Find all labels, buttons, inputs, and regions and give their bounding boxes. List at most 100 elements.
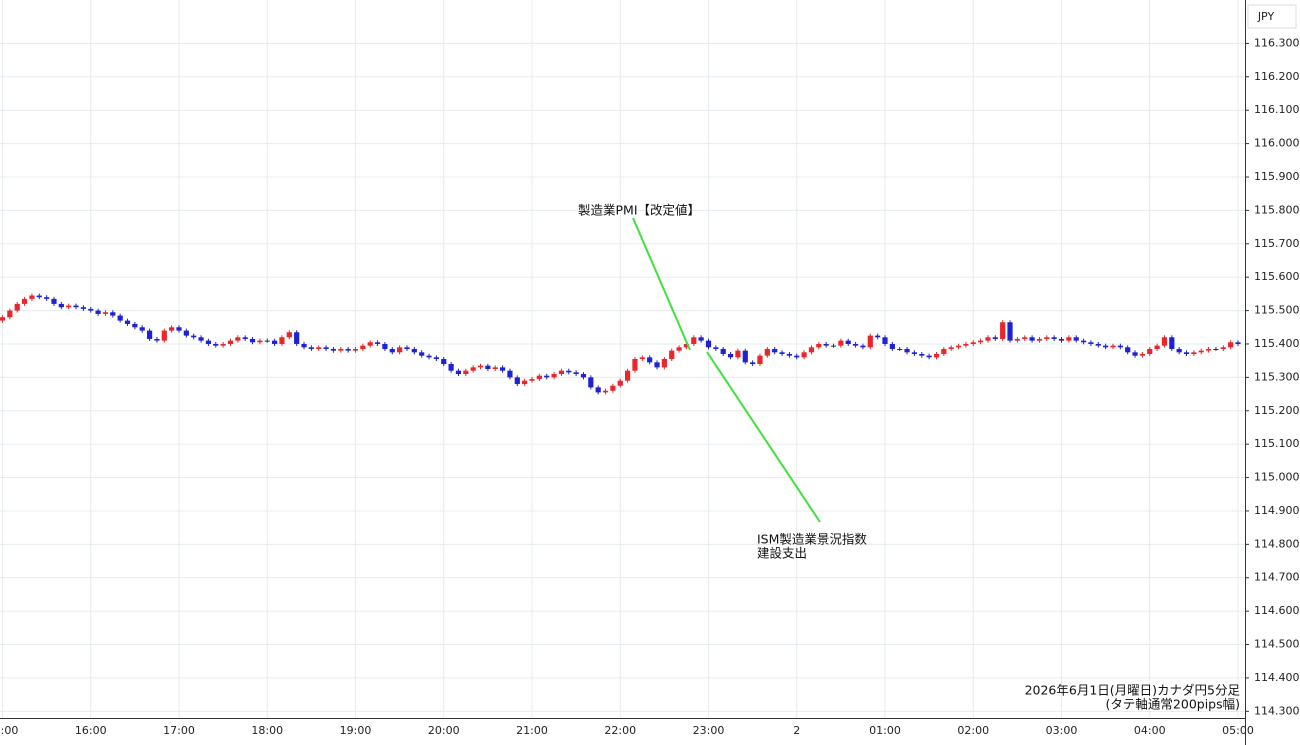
y-tick-label: 115.300 <box>1254 370 1300 383</box>
candle-body <box>647 357 653 363</box>
candle-body <box>544 375 550 378</box>
candle-body <box>205 340 212 344</box>
candle-body <box>286 332 292 338</box>
x-tick-label: 15:00 <box>0 724 18 737</box>
candle-body <box>617 380 623 386</box>
candle-body <box>750 362 756 365</box>
candle-body <box>352 348 359 351</box>
candle-body <box>1117 345 1123 348</box>
candle-body <box>889 343 895 349</box>
candle-body <box>823 343 829 346</box>
candle-body <box>551 374 557 378</box>
x-tick-label: 05:00 <box>1222 724 1254 737</box>
candle-body <box>1169 337 1175 349</box>
candle-body <box>169 327 175 331</box>
candle-body <box>1125 347 1131 353</box>
candle-body <box>683 343 690 348</box>
candle-body <box>279 337 285 344</box>
candle-body <box>73 305 79 308</box>
y-tick-label: 114.800 <box>1254 537 1300 550</box>
candle-body <box>955 345 962 348</box>
candle-body <box>102 312 109 314</box>
candle-body <box>66 305 72 308</box>
y-tick-label: 116.000 <box>1254 137 1300 150</box>
candle-body <box>1235 342 1241 344</box>
candle-body <box>514 377 520 385</box>
candle-body <box>735 350 741 358</box>
candle-body <box>1191 352 1197 354</box>
candle-body <box>1036 338 1043 341</box>
candle-body <box>1014 338 1020 341</box>
candle-body <box>772 348 778 353</box>
y-tick-label: 116.200 <box>1254 70 1300 83</box>
candle-body <box>911 352 918 354</box>
candle-body <box>36 295 42 298</box>
candle-body <box>419 352 425 356</box>
candle-body <box>272 340 278 344</box>
candle-body <box>139 327 145 331</box>
candle-body <box>727 353 734 358</box>
x-tick-label: 03:00 <box>1046 724 1078 737</box>
annotation: ISM製造業景況指数 <box>757 532 867 547</box>
y-tick-label: 114.500 <box>1254 638 1300 651</box>
candle-body <box>698 337 704 341</box>
candle-body <box>897 348 903 350</box>
grid <box>0 0 1249 718</box>
candle-body <box>654 362 660 368</box>
candle-body <box>1088 342 1094 344</box>
x-tick-label: 01:00 <box>869 724 901 737</box>
candle-body <box>397 347 403 353</box>
candle-body <box>455 370 462 375</box>
candle-body <box>1058 338 1065 341</box>
candle-body <box>1132 352 1138 356</box>
annotation-line <box>632 217 691 351</box>
candle-body <box>816 343 822 348</box>
candle-body <box>183 330 189 336</box>
candle-body <box>639 357 645 359</box>
candle-body <box>367 342 373 346</box>
candle-body <box>1080 340 1087 343</box>
candle-body <box>499 367 506 371</box>
candle-body <box>661 359 667 368</box>
candle-body <box>757 355 763 365</box>
currency-box <box>1247 4 1297 29</box>
candle-body <box>294 332 300 344</box>
x-tick-label: 20:00 <box>428 724 460 737</box>
y-tick-label: 115.200 <box>1254 404 1300 417</box>
candle-body <box>1183 352 1190 354</box>
candle-body <box>249 338 256 343</box>
candle-body <box>330 348 337 351</box>
y-tick-label: 115.400 <box>1254 337 1300 350</box>
candle-body <box>477 365 484 368</box>
candle-body <box>1103 345 1109 348</box>
x-tick-label: 23:00 <box>693 724 725 737</box>
candle-body <box>860 345 866 348</box>
candle-body <box>176 327 182 331</box>
candle-body <box>58 303 64 308</box>
candle-body <box>970 342 976 344</box>
candle-body <box>558 370 565 375</box>
candle-body <box>963 343 969 346</box>
x-tick-label: 17:00 <box>163 724 195 737</box>
candle-body <box>88 308 94 311</box>
candle-body <box>632 359 638 371</box>
candle-body <box>7 310 13 318</box>
candle-body <box>867 335 873 348</box>
candle-body <box>14 303 20 311</box>
y-tick-label: 114.700 <box>1254 571 1300 584</box>
x-tick-label: 19:00 <box>340 724 372 737</box>
candle-body <box>1213 348 1219 350</box>
candle-body <box>198 337 204 341</box>
x-tick-label: 02:00 <box>957 724 989 737</box>
candle-body <box>1228 342 1234 348</box>
candles <box>0 293 1241 395</box>
candle-body <box>44 297 50 299</box>
candle-body <box>933 353 940 358</box>
candle-body <box>948 347 954 349</box>
candle-body <box>713 347 719 349</box>
candle-body <box>124 320 131 324</box>
candle-body <box>235 337 241 341</box>
candle-body <box>926 355 932 358</box>
annotation-line <box>706 351 821 523</box>
